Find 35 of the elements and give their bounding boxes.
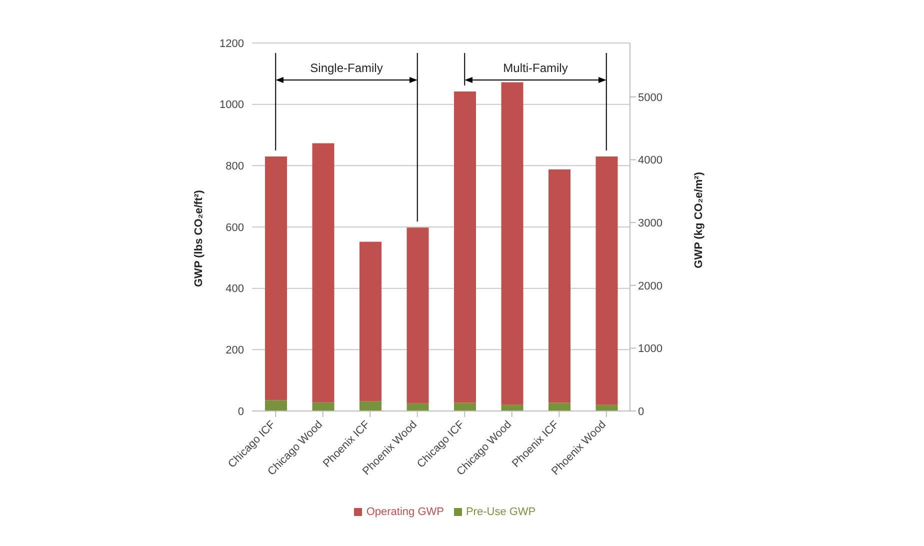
bar — [548, 169, 570, 403]
bar — [454, 91, 476, 403]
bar — [501, 82, 524, 405]
y-tick-label: 1200 — [220, 38, 244, 50]
bar — [454, 402, 476, 411]
bar — [548, 402, 570, 411]
y2-tick-label: 1000 — [638, 343, 662, 356]
bar — [596, 156, 618, 405]
legend-label: Operating GWP — [366, 506, 444, 518]
y-tick-label: 800 — [226, 160, 244, 173]
bar — [406, 403, 429, 411]
bar — [360, 242, 382, 402]
y-tick-label: 600 — [226, 222, 244, 234]
bar — [312, 143, 334, 402]
annotation: Single-Family — [310, 61, 383, 75]
y-tick-label: 0 — [238, 406, 244, 418]
bar — [265, 156, 287, 400]
y2-tick-label: 3000 — [638, 217, 662, 230]
y2-tick-label: 4000 — [638, 154, 662, 167]
bar — [406, 228, 429, 404]
y2-tick-label: 5000 — [638, 92, 662, 104]
bar — [501, 404, 524, 411]
bar — [360, 401, 382, 411]
y-tick-label: 200 — [226, 344, 244, 357]
y2-axis-title: GWP (kg CO₂e/m²) — [692, 172, 705, 268]
y2-tick-label: 0 — [638, 406, 644, 418]
y-tick-label: 1000 — [220, 99, 244, 112]
y2-tick-label: 2000 — [638, 280, 662, 292]
annotation: Multi-Family — [503, 61, 568, 75]
bar — [312, 402, 334, 411]
y-tick-label: 400 — [226, 283, 244, 296]
bar — [596, 404, 618, 411]
y-axis-title: GWP (lbs CO₂e/ft²) — [192, 190, 205, 287]
bar — [265, 400, 287, 411]
legend-label: Pre-Use GWP — [466, 506, 536, 518]
